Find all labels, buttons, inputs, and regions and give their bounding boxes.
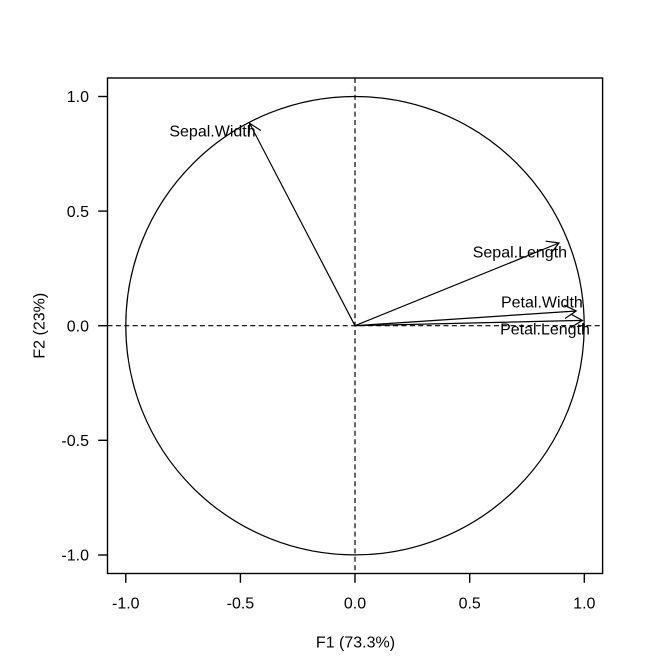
svg-text:Petal.Length: Petal.Length bbox=[500, 321, 590, 338]
svg-text:0.0: 0.0 bbox=[67, 318, 89, 335]
svg-text:Petal.Width: Petal.Width bbox=[501, 295, 583, 312]
svg-text:-0.5: -0.5 bbox=[61, 433, 89, 450]
svg-text:F2 (23%): F2 (23%) bbox=[32, 293, 49, 359]
svg-text:-1.0: -1.0 bbox=[112, 596, 140, 613]
svg-text:Sepal.Length: Sepal.Length bbox=[473, 245, 567, 262]
svg-text:1.0: 1.0 bbox=[67, 89, 89, 106]
svg-text:1.0: 1.0 bbox=[573, 596, 595, 613]
svg-text:Sepal.Width: Sepal.Width bbox=[169, 124, 255, 141]
svg-text:0.0: 0.0 bbox=[344, 596, 366, 613]
svg-text:-1.0: -1.0 bbox=[61, 548, 89, 565]
svg-text:-0.5: -0.5 bbox=[227, 596, 255, 613]
svg-text:0.5: 0.5 bbox=[459, 596, 481, 613]
svg-text:F1 (73.3%): F1 (73.3%) bbox=[316, 634, 395, 651]
svg-text:0.5: 0.5 bbox=[67, 204, 89, 221]
